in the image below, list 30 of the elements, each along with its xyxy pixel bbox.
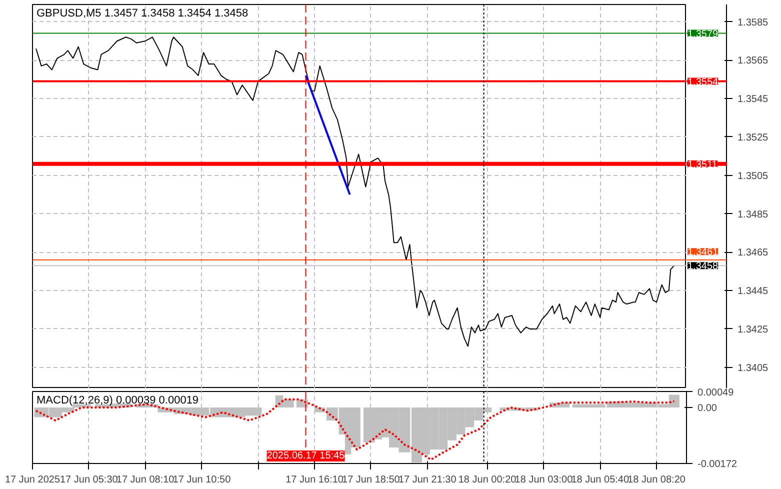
y-tick-label: 1.3485 <box>738 209 769 220</box>
ref-line-label: 2025.06.17 15:45 <box>266 450 346 462</box>
y-tick-label: 1.3505 <box>738 170 769 182</box>
y-tick-label: 0.00 <box>698 402 718 414</box>
x-tick-label: 17 Jun 21:30 <box>398 474 457 486</box>
x-tick-label: 17 Jun 16:10 <box>286 474 344 486</box>
chart-title: MACD(12,26,9) 0.00039 0.00019 <box>36 394 199 406</box>
y-tick-label: 1.3525 <box>738 132 769 144</box>
x-tick-label: 17 Jun 05:30 <box>60 474 118 486</box>
y-tick-label: -0.00172 <box>698 459 738 470</box>
x-tick-label: 18 Jun 05:40 <box>571 474 630 486</box>
x-tick-label: 18 Jun 00:20 <box>458 474 517 486</box>
ref-line-label: 1.3511 <box>688 159 718 170</box>
y-tick-label: 1.3585 <box>738 17 769 28</box>
chart-title: GBPUSD,M5 1.3457 1.3458 1.3454 1.3458 <box>36 8 248 20</box>
y-tick-label: 1.3565 <box>738 56 769 67</box>
y-tick-label: 0.00049 <box>698 388 734 398</box>
y-tick-label: 1.3425 <box>738 324 769 336</box>
x-tick-label: 17 Jun 18:50 <box>342 474 400 486</box>
y-tick-label: 1.3445 <box>738 286 769 298</box>
x-tick-label: 18 Jun 08:20 <box>628 474 686 486</box>
ref-line-label: 1.3579 <box>688 28 719 40</box>
x-tick-label: 17 Jun 2025 <box>4 474 60 486</box>
ref-line-label: 1.3554 <box>688 76 719 88</box>
y-tick-label: 1.3465 <box>738 248 769 259</box>
x-tick-label: 18 Jun 03:00 <box>514 474 574 486</box>
x-tick-label: 17 Jun 08:10 <box>116 474 175 486</box>
y-tick-label: 1.3405 <box>738 362 769 374</box>
y-tick-label: 1.3545 <box>738 94 769 106</box>
x-tick-label: 17 Jun 10:50 <box>172 474 232 486</box>
